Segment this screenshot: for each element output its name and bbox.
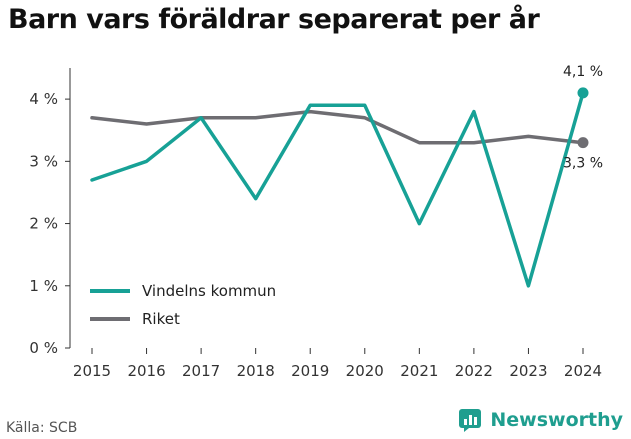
x-tick-label: 2024 bbox=[564, 362, 602, 380]
chart-title: Barn vars föräldrar separerat per år bbox=[8, 4, 540, 35]
series-line-riket bbox=[90, 109, 585, 145]
brand-name: Newsworthy bbox=[490, 409, 623, 431]
source-note: Källa: SCB bbox=[6, 420, 78, 436]
y-tick-label: 4 % bbox=[29, 90, 58, 108]
x-tick-label: 2015 bbox=[73, 362, 111, 380]
x-tick-label: 2017 bbox=[182, 362, 220, 380]
end-label-vindelns-kommun: 4,1 % bbox=[563, 64, 603, 80]
x-tick-label: 2023 bbox=[509, 362, 547, 380]
y-tick-label: 0 % bbox=[29, 339, 58, 357]
series-lines bbox=[90, 87, 589, 288]
y-tick-label: 3 % bbox=[29, 152, 58, 170]
y-tick-label: 1 % bbox=[29, 277, 58, 295]
legend-label: Vindelns kommun bbox=[142, 282, 276, 300]
x-tick-label: 2020 bbox=[346, 362, 384, 380]
legend: Vindelns kommun Riket bbox=[90, 282, 276, 328]
y-tick-label: 2 % bbox=[29, 215, 58, 233]
newsworthy-logo-icon bbox=[459, 409, 482, 432]
brand-logo: Newsworthy bbox=[458, 408, 623, 432]
series-line-vindelns-kommun bbox=[90, 91, 585, 288]
x-tick-label: 2016 bbox=[127, 362, 165, 380]
end-point-vindelns-kommun bbox=[577, 87, 589, 99]
data-labels: 4,1 % 3,3 % bbox=[563, 64, 603, 172]
legend-label: Riket bbox=[142, 310, 180, 328]
x-tick-label: 2019 bbox=[291, 362, 329, 380]
axes: 0 % 1 % 2 % 3 % 4 % 2015 2016 2017 2018 2019 2020 2… bbox=[29, 68, 602, 380]
end-point-riket bbox=[577, 137, 589, 149]
x-tick-label: 2018 bbox=[237, 362, 275, 380]
x-tick-label: 2022 bbox=[455, 362, 493, 380]
end-label-riket: 3,3 % bbox=[563, 156, 603, 172]
x-tick-label: 2021 bbox=[400, 362, 438, 380]
